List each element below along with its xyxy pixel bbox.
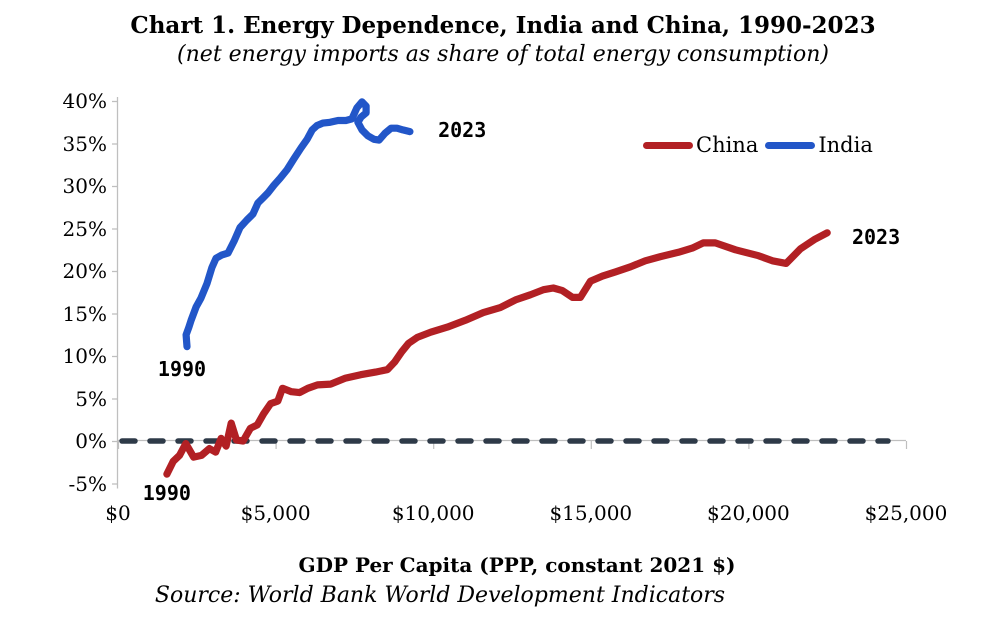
y-tick-label: 40% — [62, 89, 107, 113]
chart-title: Chart 1. Energy Dependence, India and Ch… — [130, 12, 876, 39]
x-tick-label: $10,000 — [391, 501, 475, 525]
source-note: Source: World Bank World Development Ind… — [154, 583, 726, 608]
y-tick-label: 5% — [75, 386, 107, 411]
legend-item-india: India — [765, 133, 873, 157]
y-tick-label: 35% — [62, 131, 107, 156]
x-axis-title: GDP Per Capita (PPP, constant 2021 $) — [298, 553, 736, 577]
x-tick-label: $5,000 — [240, 501, 311, 525]
y-tick-label: 20% — [62, 259, 107, 283]
y-tick-label: 15% — [62, 301, 107, 326]
india-line-swatch — [765, 141, 816, 149]
x-tick-label: $15,000 — [549, 501, 633, 525]
chart-subtitle: (net energy imports as share of total en… — [177, 42, 829, 67]
china-year-label-2023: 2023 — [851, 225, 901, 249]
india-year-label-2023: 2023 — [438, 117, 487, 142]
legend: China India — [643, 133, 873, 157]
y-tick-label: 25% — [62, 216, 107, 241]
x-tick-label: $25,000 — [864, 501, 948, 525]
x-tick-label: $0 — [105, 501, 131, 525]
india-series-line — [182, 98, 414, 351]
y-tick-label: 0% — [75, 429, 107, 453]
y-tick-label: -5% — [68, 471, 108, 496]
y-tick-label: 10% — [62, 344, 107, 368]
china-line-swatch — [643, 141, 693, 149]
y-tick-label: 30% — [62, 174, 107, 198]
legend-item-china: China — [643, 133, 758, 157]
china-series-line — [163, 229, 831, 478]
india-year-label-1990: 1990 — [157, 356, 207, 381]
legend-label-china: China — [696, 133, 759, 157]
china-year-label-1990: 1990 — [142, 480, 191, 505]
legend-label-india: India — [818, 133, 873, 157]
x-tick-label: $20,000 — [707, 501, 790, 525]
